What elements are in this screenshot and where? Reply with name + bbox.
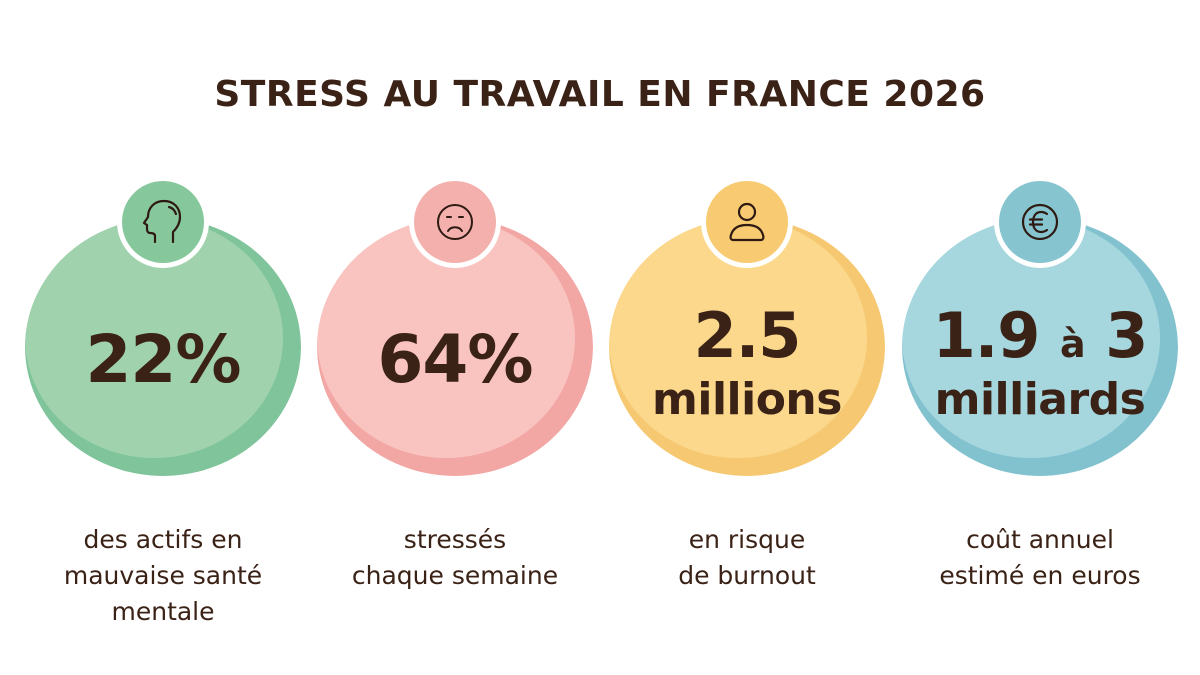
stat-label: coût annuel estimé en euros (939, 525, 1141, 590)
icon-badge (994, 176, 1086, 268)
stat-card-weekly-stress: 64% stressés chaque semaine (309, 0, 601, 675)
euro-coin-icon (1021, 203, 1059, 241)
stat-card-annual-cost: 1.9 à 3 milliards coût annuel estimé en … (894, 0, 1186, 675)
stat-label: en risque de burnout (678, 525, 816, 590)
icon-badge (701, 176, 793, 268)
stat-value: 64% (377, 321, 534, 398)
stat-label: stressés chaque semaine (351, 525, 559, 590)
stat-label: des actifs en mauvaise santé mentale (63, 525, 263, 626)
stat-value: 22% (85, 321, 242, 398)
sad-face-icon (437, 204, 473, 240)
person-icon (729, 202, 765, 242)
stat-card-burnout-risk: 2.5 millions en risque de burnout (601, 0, 893, 675)
stat-circle (902, 218, 1178, 476)
icon-badge (117, 176, 209, 268)
icon-badge (409, 176, 501, 268)
stat-unit: millions (652, 374, 842, 425)
stat-value: 2.5 (693, 299, 802, 372)
stat-value: 1.9 à 3 (932, 299, 1149, 372)
stat-unit: milliards (934, 374, 1146, 425)
head-profile-icon (142, 199, 182, 244)
stat-card-mental-health: 22% des actifs en mauvaise santé mentale (17, 0, 309, 675)
page-title: STRESS AU TRAVAIL EN FRANCE 2026 (214, 74, 986, 115)
